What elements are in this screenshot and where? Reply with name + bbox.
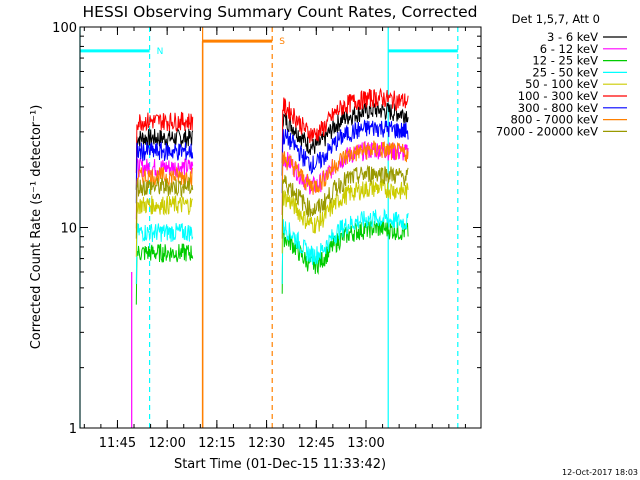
series-line bbox=[135, 128, 194, 190]
series-4 bbox=[135, 178, 409, 257]
legend-label: 3 - 6 keV bbox=[547, 30, 598, 44]
series-8 bbox=[135, 164, 409, 239]
series-7 bbox=[135, 140, 409, 229]
chart-title: HESSI Observing Summary Count Rates, Cor… bbox=[83, 3, 478, 21]
y-axis-label: Corrected Count Rate (s⁻¹ detector⁻¹) bbox=[29, 105, 44, 350]
series-3 bbox=[135, 208, 409, 285]
axes: 1 10 100 11:45 12:00 12:15 12:30 12:45 13:00 bbox=[52, 21, 481, 451]
legend-label: 6 - 12 keV bbox=[540, 42, 598, 56]
series-line bbox=[135, 111, 194, 174]
x-tick-label: 11:45 bbox=[99, 436, 136, 451]
flag-label: N bbox=[157, 47, 164, 57]
series-line bbox=[281, 101, 409, 176]
series-line bbox=[281, 178, 409, 254]
flag-label: S bbox=[279, 37, 285, 47]
x-tick-label: 13:00 bbox=[347, 436, 384, 451]
series-6 bbox=[135, 119, 409, 204]
x-tick-label: 12:00 bbox=[148, 436, 185, 451]
series-line bbox=[281, 208, 409, 285]
legend-label: 12 - 25 keV bbox=[532, 54, 598, 68]
footer-timestamp: 12-Oct-2017 18:03 bbox=[562, 468, 638, 477]
series-line bbox=[281, 140, 409, 216]
legend-header: Det 1,5,7, Att 0 bbox=[512, 12, 600, 26]
legend-label: 800 - 7000 keV bbox=[510, 113, 598, 127]
series-0 bbox=[135, 101, 409, 190]
y-tick-label: 100 bbox=[52, 21, 77, 36]
series-line bbox=[135, 142, 194, 204]
series-line bbox=[135, 194, 193, 257]
series-line bbox=[281, 219, 409, 294]
series-5 bbox=[135, 87, 409, 174]
series-line bbox=[135, 243, 194, 305]
series-line bbox=[135, 166, 194, 229]
y-tick-label: 1 bbox=[69, 422, 77, 437]
legend-label: 300 - 800 keV bbox=[518, 101, 598, 115]
x-axis-label: Start Time (01-Dec-15 11:33:42) bbox=[174, 457, 386, 472]
series-line bbox=[135, 157, 194, 220]
series-line bbox=[281, 119, 409, 194]
series-line bbox=[281, 87, 409, 164]
legend-label: 7000 - 20000 keV bbox=[496, 124, 598, 138]
series-line bbox=[135, 176, 194, 239]
series-line bbox=[281, 164, 409, 239]
series-2 bbox=[135, 219, 409, 305]
plot-area: NS bbox=[79, 27, 459, 428]
x-tick-label: 12:45 bbox=[298, 436, 335, 451]
legend-label: 50 - 100 keV bbox=[525, 77, 598, 91]
legend-label: 25 - 50 keV bbox=[532, 65, 598, 79]
x-tick-label: 12:15 bbox=[198, 436, 235, 451]
series-line bbox=[135, 223, 194, 285]
legend-label: 100 - 300 keV bbox=[518, 89, 598, 103]
y-tick-label: 10 bbox=[60, 222, 77, 237]
x-tick-label: 12:30 bbox=[248, 436, 285, 451]
plot-frame bbox=[79, 26, 482, 429]
